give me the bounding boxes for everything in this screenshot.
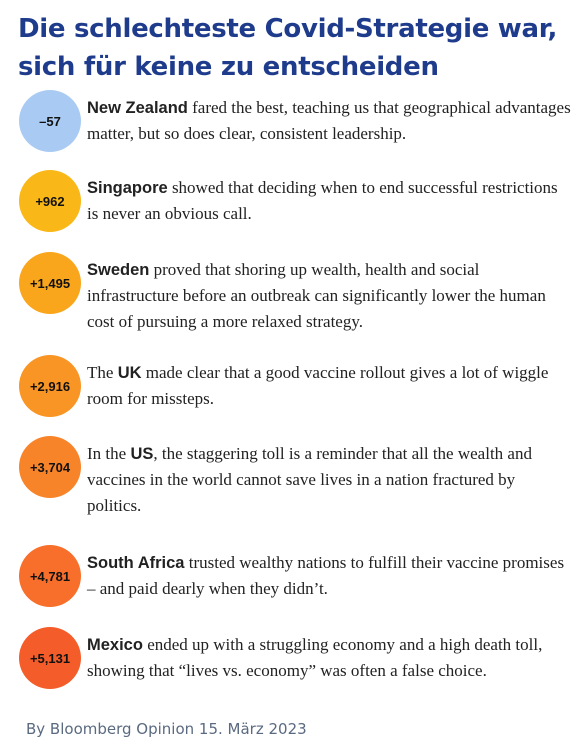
text-rest: , the staggering toll is a reminder that…: [87, 444, 532, 515]
country-name: Sweden: [87, 261, 150, 279]
badge: +3,704: [19, 436, 81, 498]
item-text: Sweden proved that shoring up wealth, he…: [87, 257, 572, 335]
text-prefix: In the: [87, 444, 131, 463]
badge: –57: [19, 90, 81, 152]
country-name: US: [130, 445, 154, 463]
badge: +4,781: [19, 545, 81, 607]
country-name: Singapore: [87, 179, 168, 197]
item-text: Singapore showed that deciding when to e…: [87, 175, 572, 227]
text-rest: showed that deciding when to end success…: [87, 178, 558, 223]
text-rest: proved that shoring up wealth, health an…: [87, 260, 546, 331]
item-text: The UK made clear that a good vaccine ro…: [87, 360, 572, 412]
item-text: South Africa trusted wealthy nations to …: [87, 550, 572, 602]
text-rest: ended up with a struggling economy and a…: [87, 635, 543, 680]
item-text: In the US, the staggering toll is a remi…: [87, 441, 572, 519]
country-name: New Zealand: [87, 99, 188, 117]
item-text: Mexico ended up with a struggling econom…: [87, 632, 572, 684]
badge: +962: [19, 170, 81, 232]
badge: +1,495: [19, 252, 81, 314]
badge: +5,131: [19, 627, 81, 689]
country-name: Mexico: [87, 636, 143, 654]
text-prefix: The: [87, 363, 118, 382]
item-text: New Zealand fared the best, teaching us …: [87, 95, 572, 147]
text-rest: fared the best, teaching us that geograp…: [87, 98, 571, 143]
text-rest: trusted wealthy nations to fulfill their…: [87, 553, 565, 598]
badge: +2,916: [19, 355, 81, 417]
country-name: South Africa: [87, 554, 185, 572]
country-name: UK: [117, 364, 142, 382]
text-rest: made clear that a good vaccine rollout g…: [87, 363, 549, 408]
title: Die schlechteste Covid-Strategie war, si…: [18, 14, 558, 82]
footer: By Bloomberg Opinion 15. März 2023: [26, 720, 307, 738]
